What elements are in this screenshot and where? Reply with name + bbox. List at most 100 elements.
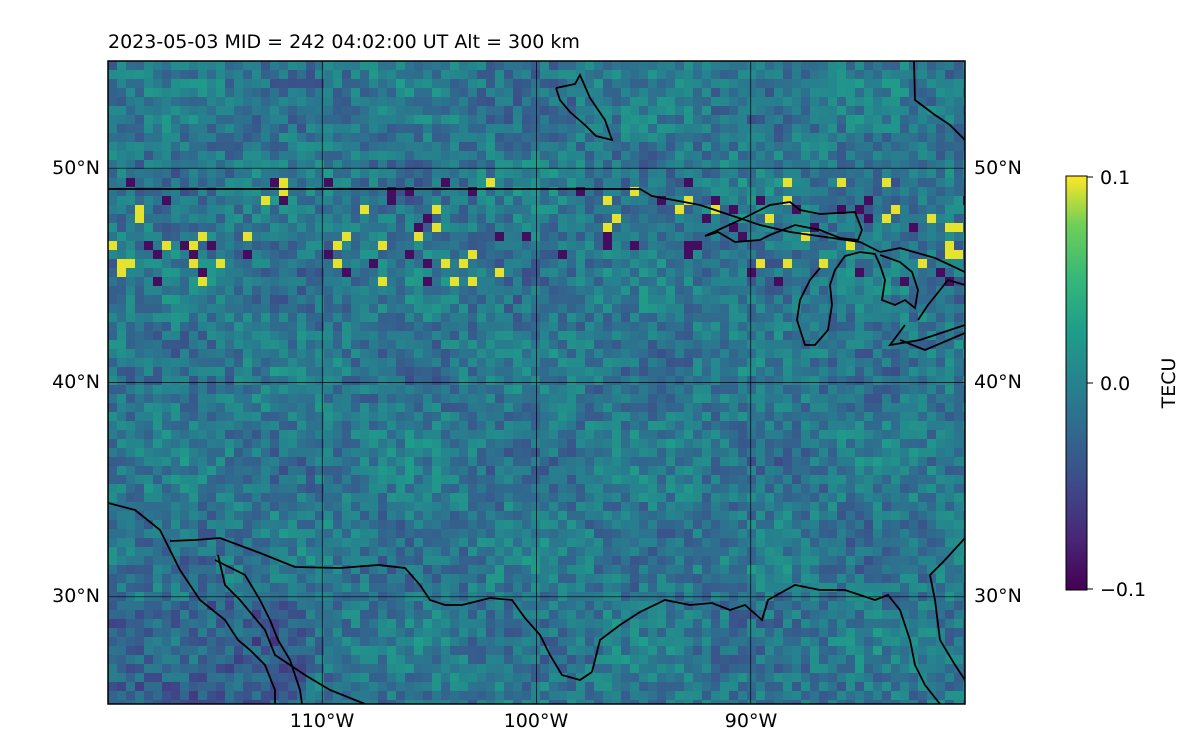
tec-cell [333, 97, 343, 107]
tec-cell [486, 232, 496, 242]
tec-cell [297, 376, 307, 386]
tec-cell [405, 205, 415, 215]
tec-cell [630, 205, 640, 215]
tec-cell [108, 169, 118, 179]
tec-cell [261, 250, 271, 260]
tec-cell [270, 322, 280, 332]
tec-cell [477, 331, 487, 341]
tec-cell [594, 367, 604, 377]
tec-cell [783, 421, 793, 431]
tec-cell [765, 97, 775, 107]
tec-cell [828, 304, 838, 314]
tec-cell [810, 268, 820, 278]
tec-cell [612, 115, 622, 125]
tec-cell [720, 196, 730, 206]
tec-cell [576, 457, 586, 467]
tec-cell [882, 439, 892, 449]
tec-cell [639, 250, 649, 260]
tec-cell [630, 97, 640, 107]
tec-cell [738, 115, 748, 125]
tec-cell [774, 304, 784, 314]
tec-cell [837, 223, 847, 233]
tec-cell [864, 331, 874, 341]
tec-cell [855, 142, 865, 152]
tec-cell [477, 376, 487, 386]
tec-cell [468, 331, 478, 341]
tec-cell [954, 259, 964, 269]
tec-cell [351, 439, 361, 449]
tec-cell [333, 205, 343, 215]
tec-cell [135, 268, 145, 278]
tec-cell [711, 286, 721, 296]
tec-cell [846, 457, 856, 467]
tec-cell [603, 277, 613, 287]
tec-cell [621, 241, 631, 251]
tec-cell [297, 133, 307, 143]
tec-cell [621, 250, 631, 260]
tec-cell [693, 493, 703, 503]
tec-cell [441, 178, 451, 188]
tec-cell [882, 394, 892, 404]
tec-cell [630, 376, 640, 386]
tec-cell [837, 403, 847, 413]
tec-cell [684, 151, 694, 161]
tec-cell [711, 277, 721, 287]
tec-cell [576, 124, 586, 134]
tec-cell [495, 61, 505, 71]
tec-cell [468, 295, 478, 305]
tec-cell [324, 331, 334, 341]
tec-cell [342, 223, 352, 233]
tec-cell [513, 430, 523, 440]
tec-cell [585, 286, 595, 296]
tec-cell [504, 241, 514, 251]
tec-cell [333, 484, 343, 494]
tec-cell [774, 277, 784, 287]
tec-cell [702, 169, 712, 179]
tec-cell [765, 421, 775, 431]
tec-cell [639, 151, 649, 161]
tec-cell [540, 502, 550, 512]
tec-cell [963, 142, 965, 152]
tec-cell [711, 142, 721, 152]
tec-cell [738, 511, 748, 521]
tec-cell [675, 61, 685, 71]
tec-cell [612, 97, 622, 107]
tec-cell [756, 61, 766, 71]
tec-cell [711, 457, 721, 467]
tec-cell [171, 151, 181, 161]
tec-cell [324, 358, 334, 368]
tec-cell [324, 268, 334, 278]
tec-cell [558, 151, 568, 161]
tec-cell [297, 475, 307, 485]
tec-cell [225, 403, 235, 413]
tec-cell [549, 124, 559, 134]
tec-cell [459, 403, 469, 413]
tec-cell [126, 412, 136, 422]
tec-cell [765, 268, 775, 278]
tec-cell [369, 268, 379, 278]
tec-cell [396, 457, 406, 467]
tec-cell [621, 466, 631, 476]
tec-cell [711, 349, 721, 359]
tec-cell [549, 259, 559, 269]
tec-cell [369, 187, 379, 197]
tec-cell [495, 169, 505, 179]
tec-cell [207, 367, 217, 377]
tec-cell [945, 439, 955, 449]
tec-cell [702, 61, 712, 71]
tec-cell [279, 511, 289, 521]
tec-cell [351, 358, 361, 368]
tec-cell [891, 142, 901, 152]
tec-cell [612, 304, 622, 314]
tec-cell [945, 277, 955, 287]
tec-cell [720, 160, 730, 170]
tec-cell [198, 358, 208, 368]
tec-cell [657, 520, 667, 530]
tec-cell [189, 223, 199, 233]
tec-cell [135, 475, 145, 485]
tec-cell [243, 313, 253, 323]
tec-cell [243, 214, 253, 224]
tec-cell [459, 115, 469, 125]
tec-cell [324, 79, 334, 89]
tec-cell [792, 466, 802, 476]
